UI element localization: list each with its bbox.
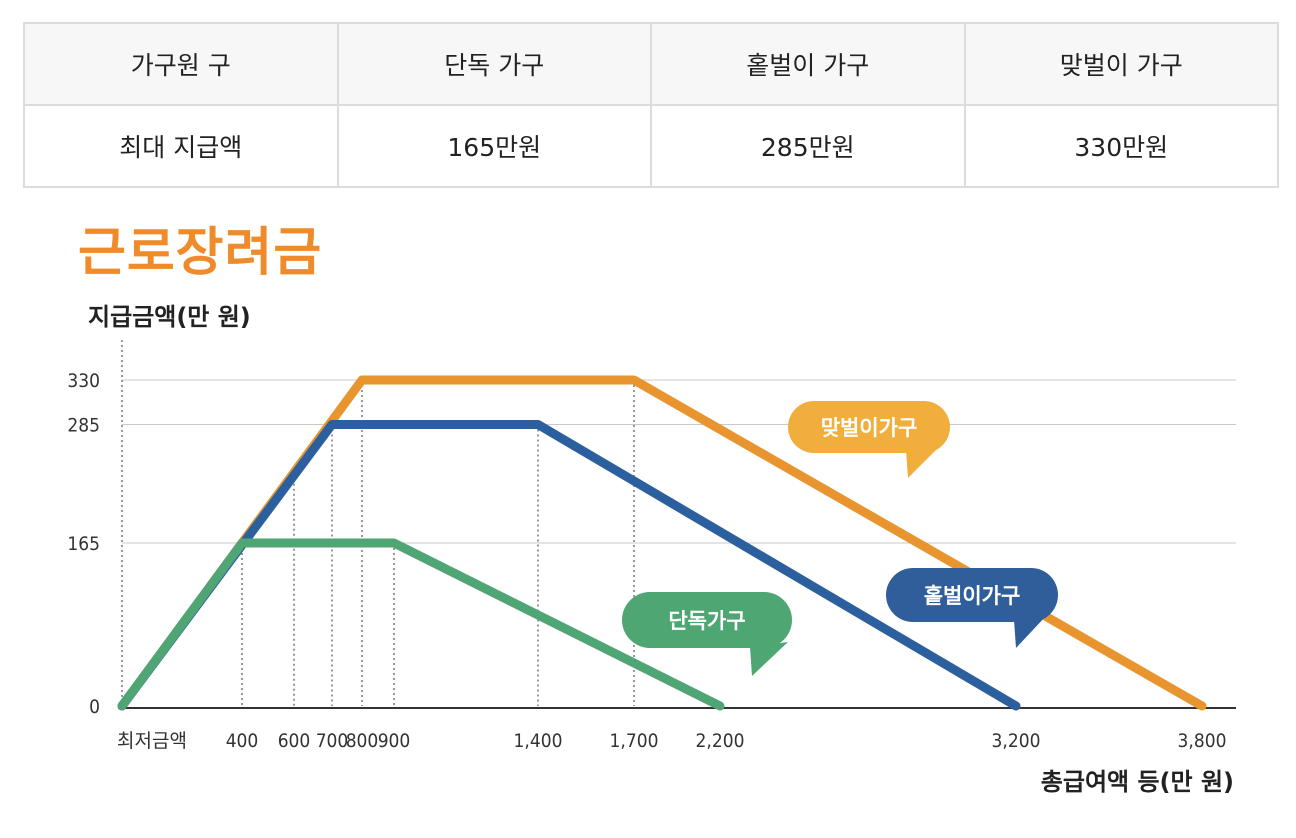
- x-tick-label: 2,200: [696, 730, 745, 752]
- x-tick-label: 1,700: [610, 730, 659, 752]
- table-cell: 285만원: [650, 104, 966, 188]
- callout-tail: [1014, 616, 1046, 648]
- callout-tail: [906, 446, 940, 478]
- table-header-cell: 단독 가구: [336, 22, 652, 106]
- x-tick-label: 3,200: [992, 730, 1041, 752]
- series-label: 홑벌이가구: [924, 584, 1021, 608]
- callout-bubble: [788, 401, 950, 453]
- table-cell: 165만원: [336, 104, 652, 188]
- x-axis-label: 총급여액 등(만 원): [1041, 768, 1234, 796]
- y-tick-label: 165: [67, 533, 100, 555]
- series-label: 맞벌이가구: [821, 416, 918, 440]
- benefit-table: 가구원 구 단독 가구 홑벌이 가구 맞벌이 가구 최대 지급액 165만원 2…: [23, 22, 1279, 188]
- table-cell: 330만원: [963, 104, 1279, 188]
- x-tick-label: 600: [278, 730, 311, 752]
- series-line-2: [117, 419, 1021, 711]
- x-tick-label: 900: [378, 730, 411, 752]
- x-tick-label: 800: [346, 730, 379, 752]
- callout-bubble: [622, 592, 792, 648]
- y-tick-label: 285: [67, 414, 100, 436]
- table-cell: 최대 지급액: [23, 104, 339, 188]
- x-tick-label: 700: [316, 730, 349, 752]
- table-header-cell: 맞벌이 가구: [963, 22, 1279, 106]
- callout-tail: [750, 642, 788, 676]
- x-tick-label: 400: [226, 730, 259, 752]
- y-axis-label: 지급금액(만 원): [88, 303, 251, 331]
- table-header-row: 가구원 구 단독 가구 홑벌이 가구 맞벌이 가구: [23, 22, 1279, 106]
- chart-title: 근로장려금: [78, 223, 323, 283]
- table-header-cell: 가구원 구: [23, 22, 339, 106]
- callout-bubble: [886, 568, 1058, 622]
- y-tick-label: 330: [67, 370, 100, 392]
- x-tick-label: 3,800: [1178, 730, 1227, 752]
- table-header-cell: 홑벌이 가구: [650, 22, 966, 106]
- series-line-1: [117, 538, 725, 711]
- table-row: 최대 지급액 165만원 285만원 330만원: [23, 104, 1279, 188]
- series-label: 단독가구: [668, 609, 745, 633]
- y-tick-label: 0: [89, 696, 100, 718]
- x-tick-label: 최저금액: [117, 730, 187, 752]
- x-tick-label: 1,400: [514, 730, 563, 752]
